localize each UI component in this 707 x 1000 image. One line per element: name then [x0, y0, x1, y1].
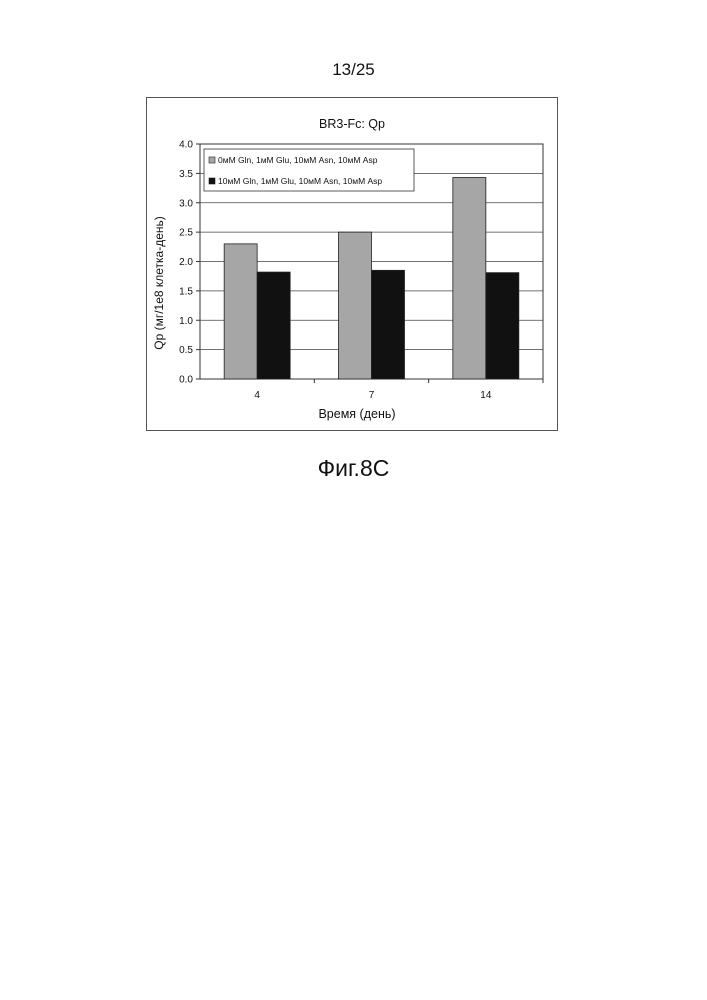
y-tick-label: 3.0 — [179, 198, 193, 209]
y-tick-label: 0.0 — [179, 375, 193, 386]
y-tick-label: 2.0 — [179, 257, 193, 268]
figure-caption: Фиг.8С — [0, 455, 707, 482]
bar-series-1 — [453, 177, 486, 379]
bar-series-2 — [486, 273, 519, 379]
page-number: 13/25 — [0, 60, 707, 80]
x-axis-label: Время (день) — [318, 407, 395, 421]
y-tick-label: 0.5 — [179, 345, 193, 356]
y-tick-label: 1.0 — [179, 316, 193, 327]
legend-label: 10мМ Gln, 1мМ Glu, 10мМ Asn, 10мМ Asp — [218, 176, 382, 186]
bar-series-2 — [257, 272, 290, 379]
chart-title: BR3-Fc: Qp — [319, 117, 385, 131]
chart-frame: BR3-Fc: Qp Qp (мг/1е8 клетка-день) Время… — [146, 97, 558, 431]
bar-series-1 — [224, 244, 257, 379]
y-axis-label: Qp (мг/1е8 клетка-день) — [152, 216, 166, 350]
bar-series-2 — [372, 270, 405, 379]
bar-series-1 — [339, 232, 372, 379]
y-tick-label: 3.5 — [179, 169, 193, 180]
y-tick-label: 2.5 — [179, 228, 193, 239]
legend-label: 0мМ Gln, 1мМ Glu, 10мМ Asn, 10мМ Asp — [218, 155, 378, 165]
chart-svg: BR3-Fc: Qp Qp (мг/1е8 клетка-день) Время… — [147, 98, 557, 430]
x-tick-label: 4 — [254, 390, 260, 401]
y-tick-label: 4.0 — [179, 140, 193, 151]
legend-swatch — [209, 157, 215, 163]
x-tick-label: 7 — [369, 390, 375, 401]
y-tick-label: 1.5 — [179, 286, 193, 297]
x-tick-label: 14 — [480, 390, 492, 401]
legend-swatch — [209, 178, 215, 184]
